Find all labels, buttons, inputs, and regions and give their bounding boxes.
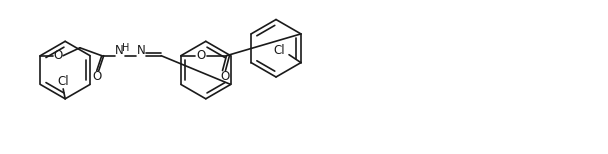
Text: O: O [221,70,230,83]
Text: O: O [92,70,102,83]
Text: Cl: Cl [274,44,285,57]
Text: Cl: Cl [57,75,69,88]
Text: H: H [122,43,129,53]
Text: O: O [196,49,206,62]
Text: N: N [137,44,146,57]
Text: N: N [115,44,124,57]
Text: O: O [54,49,63,62]
